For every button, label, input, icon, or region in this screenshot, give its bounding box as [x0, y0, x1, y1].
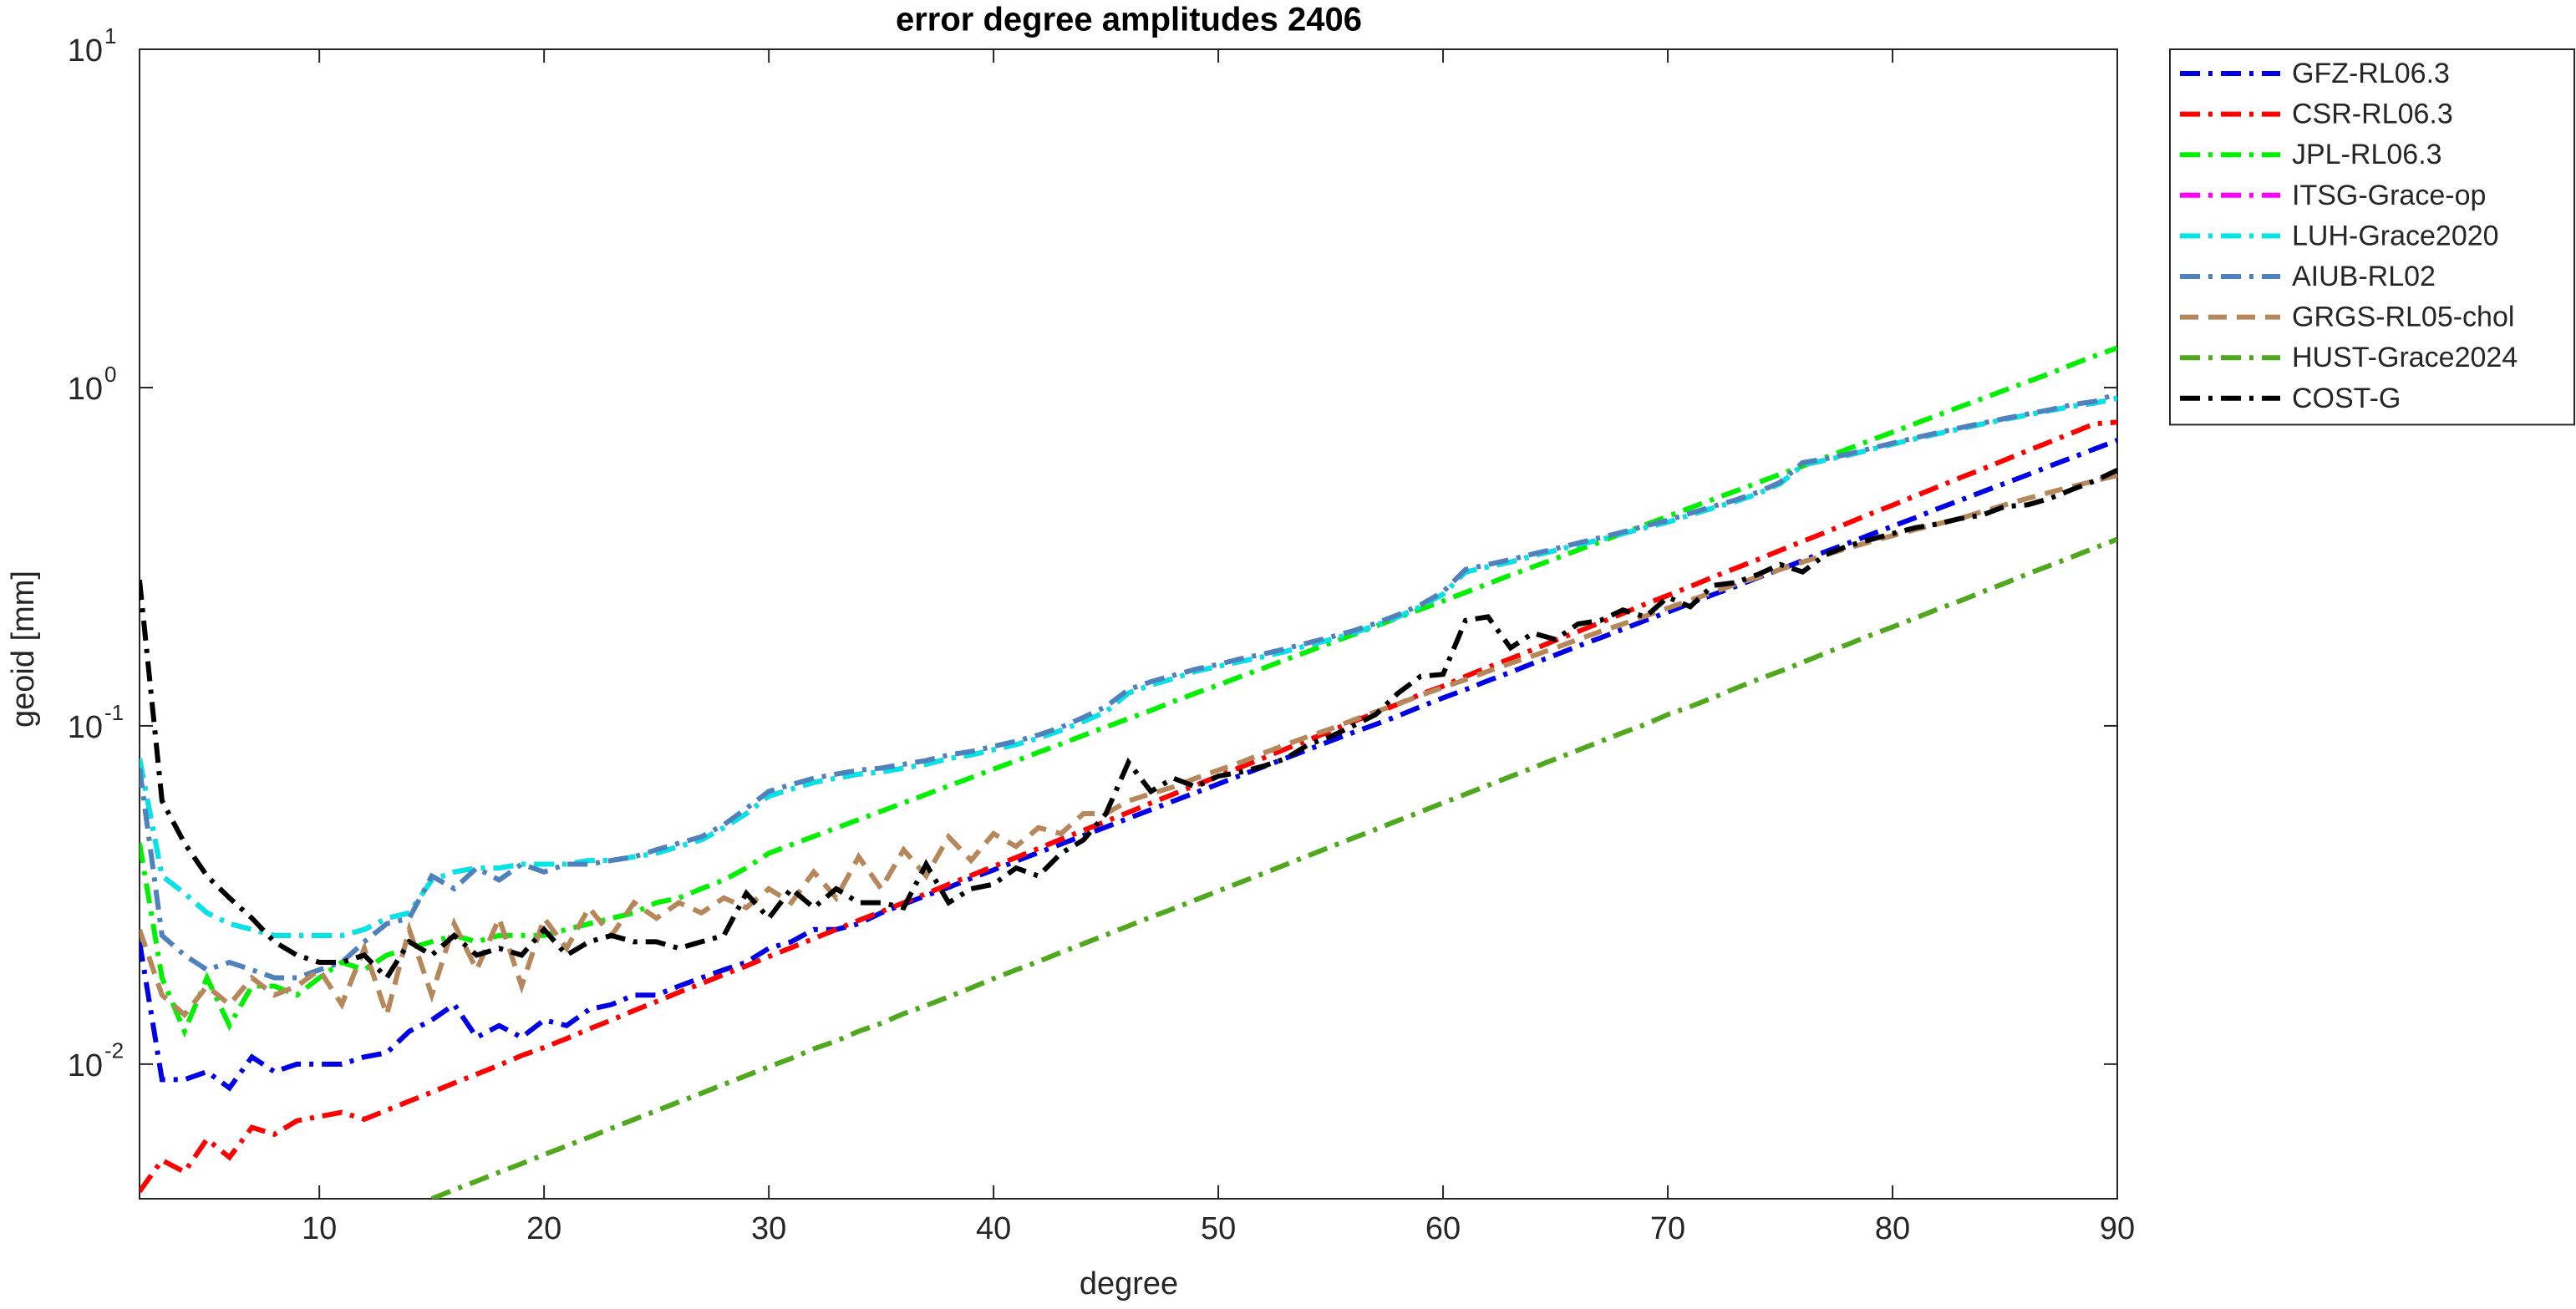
y-axis-label: geoid [mm] — [6, 571, 41, 728]
legend-label: AIUB-RL02 — [2292, 261, 2436, 292]
series-group — [140, 345, 2117, 1199]
legend-label: COST-G — [2292, 383, 2401, 414]
y-tick-label: 10 — [68, 710, 103, 745]
series-line — [140, 419, 2117, 1194]
legend-label: ITSG-Grace-op — [2292, 180, 2486, 211]
y-tick-label: 10 — [68, 33, 103, 68]
legend-label: GRGS-RL05-chol — [2292, 302, 2514, 333]
x-tick-label: 20 — [526, 1211, 561, 1246]
x-tick-label: 70 — [1650, 1211, 1685, 1246]
x-tick-label: 40 — [976, 1211, 1011, 1246]
x-tick-label: 80 — [1875, 1211, 1910, 1246]
y-tick-exponent: -2 — [104, 1038, 124, 1063]
y-tick-exponent: 0 — [104, 362, 116, 387]
series-line — [140, 468, 2117, 982]
y-tick-exponent: 1 — [104, 23, 116, 48]
legend-label: HUST-Grace2024 — [2292, 342, 2518, 373]
series-line — [140, 345, 2117, 1038]
x-axis-label: degree — [1080, 1266, 1178, 1301]
x-tick-label: 10 — [302, 1211, 337, 1246]
legend-label: CSR-RL06.3 — [2292, 99, 2453, 130]
plot-area — [139, 48, 2118, 1200]
y-tick-exponent: -1 — [104, 700, 124, 725]
series-line — [140, 473, 2117, 1024]
y-tick-label: 10 — [68, 1048, 103, 1083]
y-tick-label: 10 — [68, 372, 103, 407]
x-tick-label: 90 — [2100, 1211, 2135, 1246]
series-line — [140, 391, 2117, 981]
x-tick-label: 30 — [751, 1211, 786, 1246]
x-tick-label: 60 — [1425, 1211, 1461, 1246]
legend-label: LUH-Grace2020 — [2292, 220, 2499, 251]
legend-label: JPL-RL06.3 — [2292, 139, 2442, 170]
x-tick-label: 50 — [1201, 1211, 1236, 1246]
chart-title: error degree amplitudes 2406 — [896, 2, 1362, 38]
series-line — [430, 536, 2117, 1199]
legend-label: GFZ-RL06.3 — [2292, 58, 2450, 89]
series-line — [140, 395, 2117, 938]
